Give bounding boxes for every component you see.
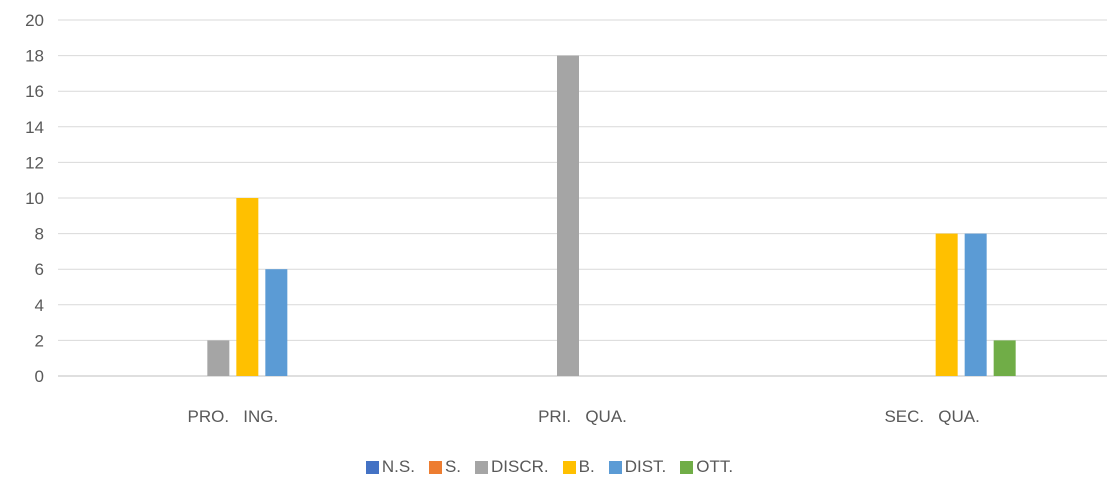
legend: N.S. S. DISCR. B. DIST. OTT. <box>0 455 1107 479</box>
x-category-label: SEC. QUA. <box>884 407 979 426</box>
legend-item: OTT. <box>680 457 741 477</box>
bar-b-0 <box>236 198 259 376</box>
legend-item: N.S. <box>365 457 423 477</box>
legend-swatch <box>680 460 694 474</box>
y-tick-label: 14 <box>25 118 44 137</box>
legend-swatch <box>428 460 442 474</box>
bar-dist-0 <box>265 269 288 376</box>
legend-label: B. <box>578 457 595 476</box>
y-tick-label: 8 <box>35 225 44 244</box>
x-category-label: PRO. ING. <box>187 407 278 426</box>
bar-b-2 <box>935 233 958 376</box>
legend-label: DISCR. <box>491 457 549 476</box>
bar-dist-2 <box>964 233 987 376</box>
legend-swatch <box>608 460 622 474</box>
legend-item: S. <box>428 457 469 477</box>
y-tick-label: 20 <box>25 11 44 30</box>
y-tick-label: 6 <box>35 260 44 279</box>
y-tick-label: 18 <box>25 47 44 66</box>
legend-swatch <box>475 460 489 474</box>
y-tick-label: 10 <box>25 189 44 208</box>
legend-label: DIST. <box>624 457 667 476</box>
bar-discr-0 <box>207 340 230 376</box>
legend-item: DISCR. <box>475 457 557 477</box>
legend-swatch <box>365 460 379 474</box>
y-tick-label: 16 <box>25 82 44 101</box>
legend-label: S. <box>444 457 462 476</box>
y-tick-label: 0 <box>35 367 44 386</box>
y-tick-label: 12 <box>25 153 44 172</box>
x-category-label: PRI. QUA. <box>538 407 627 426</box>
bar-discr-1 <box>557 55 579 376</box>
bars <box>207 55 1016 376</box>
legend-swatch <box>562 460 576 474</box>
legend-item: B. <box>562 457 603 477</box>
x-axis-categories: PRO. ING. PRI. QUA. SEC. QUA. <box>187 407 979 426</box>
legend-label: OTT. <box>696 457 734 476</box>
y-tick-label: 4 <box>35 296 44 315</box>
y-axis-ticks: 0 2 4 6 8 10 12 14 16 18 20 <box>25 11 44 386</box>
bar-ott-2 <box>993 340 1016 376</box>
legend-label: N.S. <box>381 457 415 476</box>
gridlines <box>58 19 1107 377</box>
legend-item: DIST. <box>608 457 675 477</box>
y-tick-label: 2 <box>35 331 44 350</box>
bar-chart: 0 2 4 6 8 10 12 14 16 18 20 PRO. ING. PRI. QUA. SEC.… <box>25 11 1107 426</box>
